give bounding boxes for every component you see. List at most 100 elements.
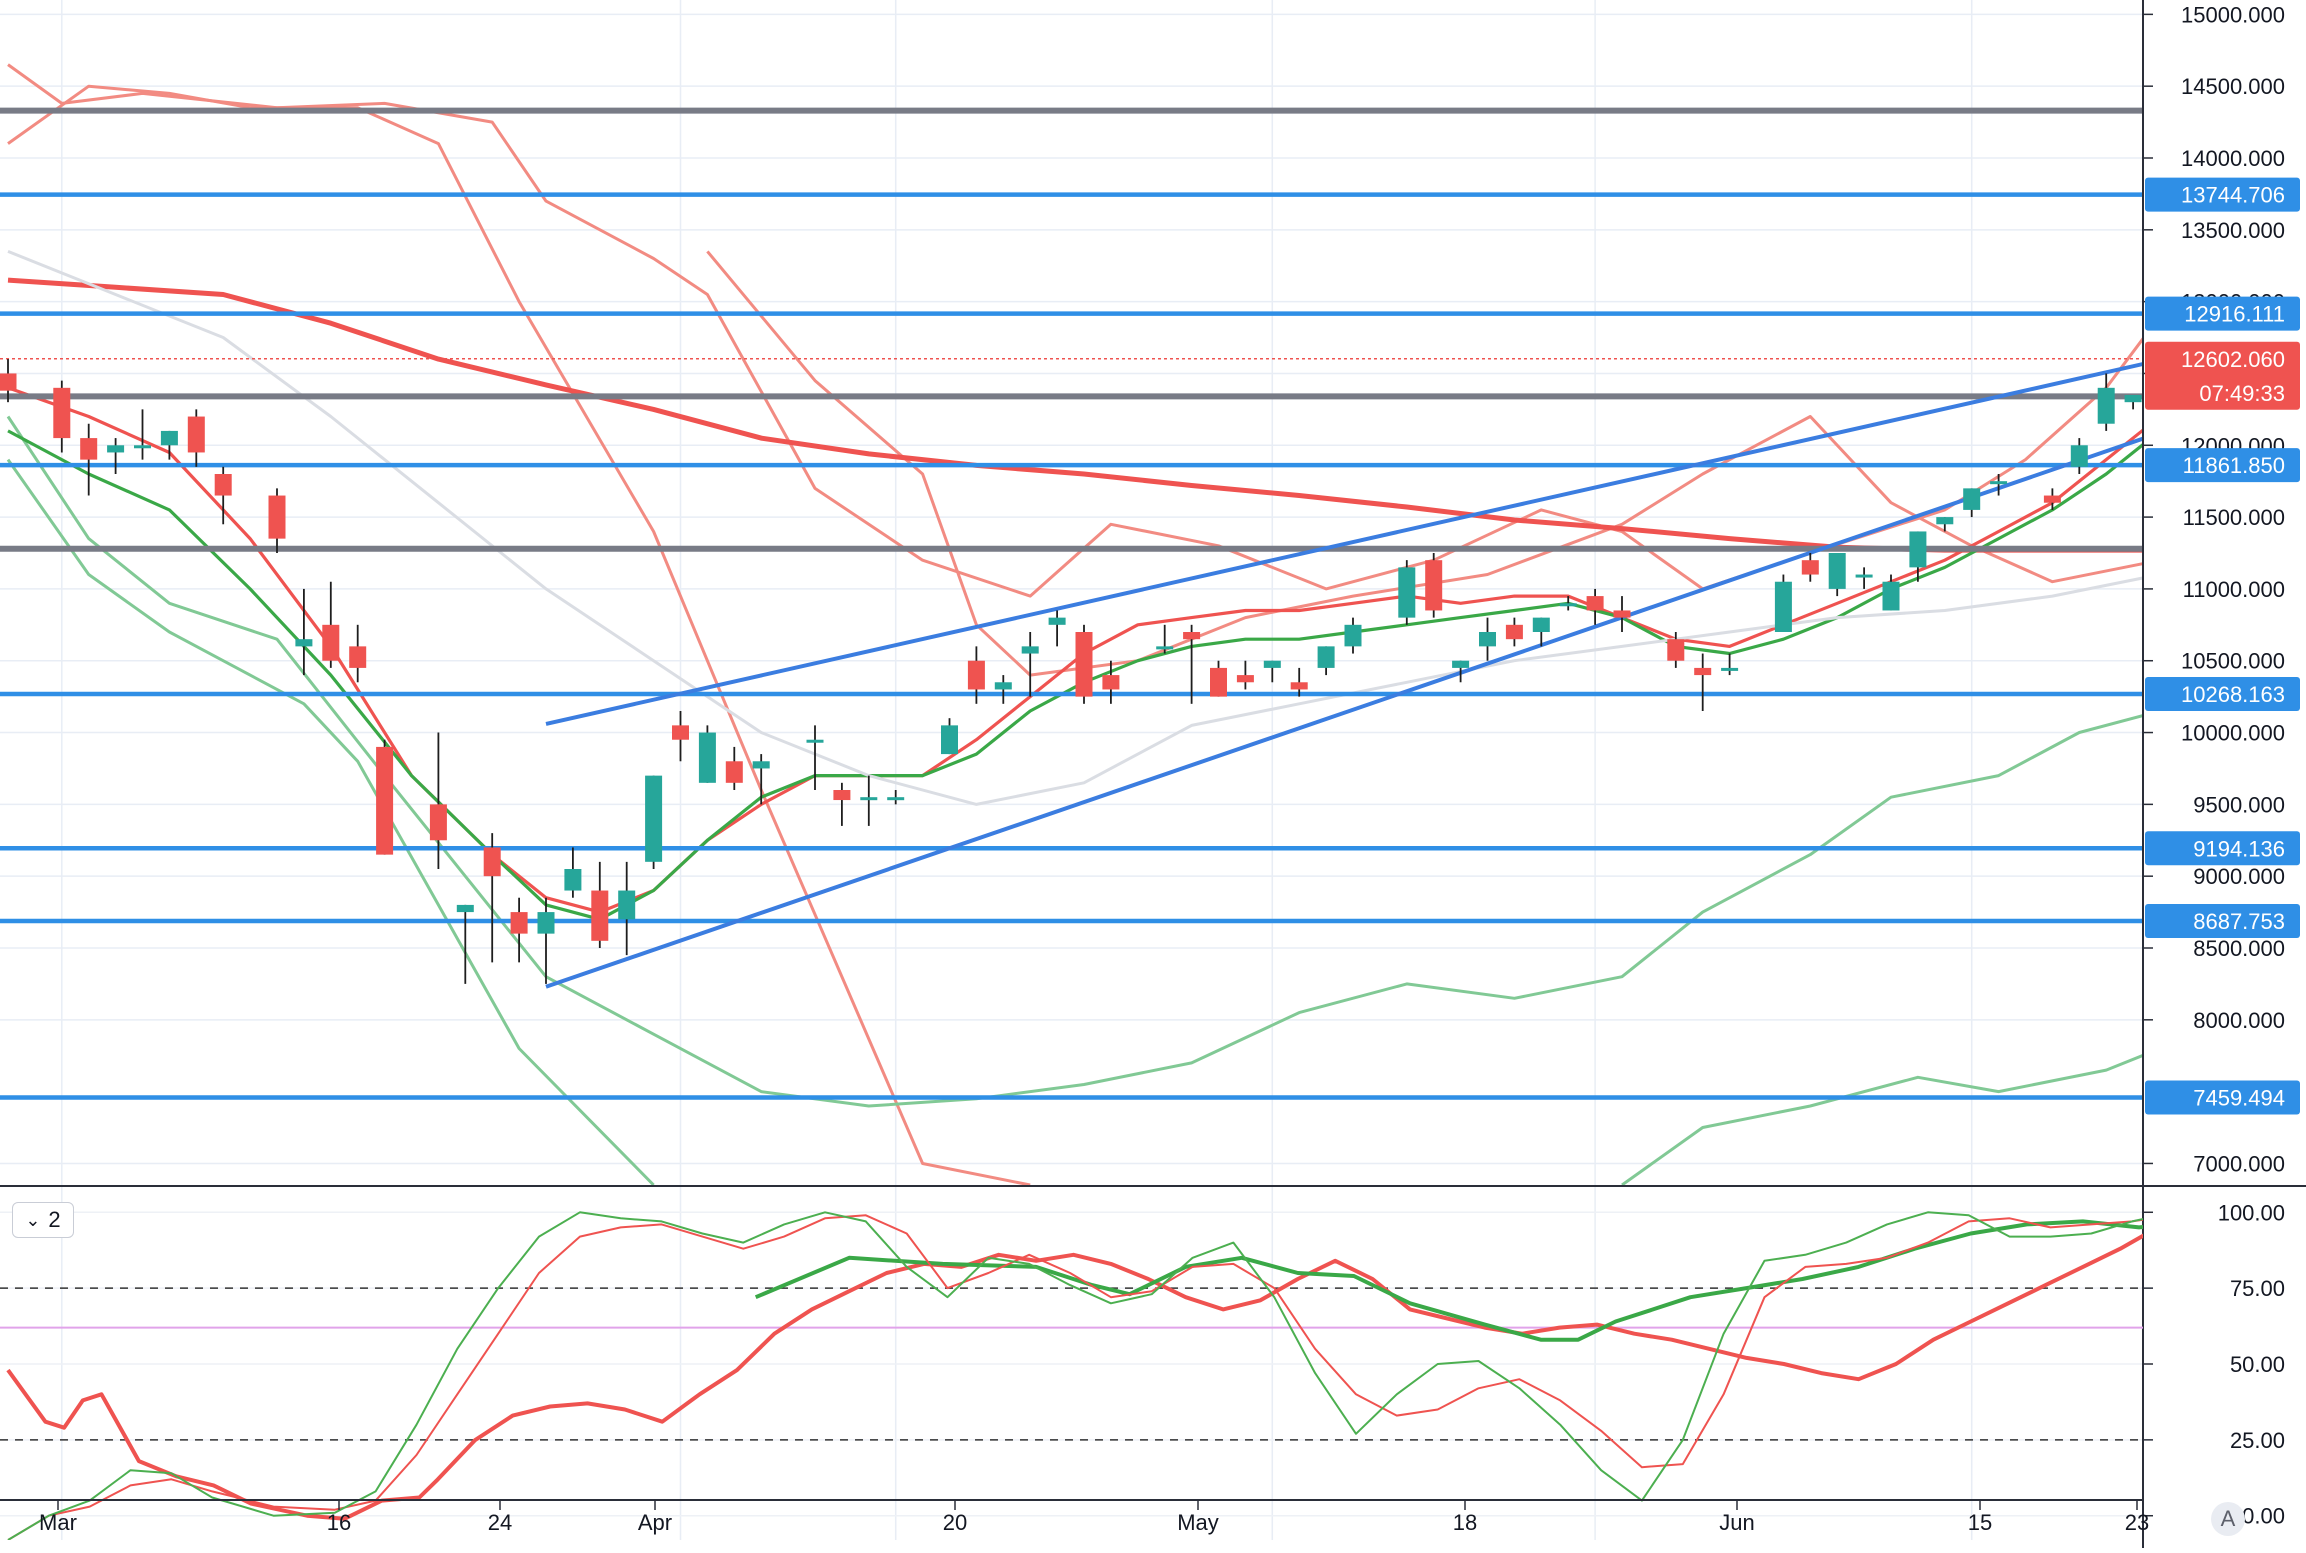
candle-up [1021,646,1039,654]
candle-down [0,373,17,391]
candle-up [860,797,878,801]
candle-down [268,495,286,539]
candle-up [806,739,824,743]
price-tick-label: 14500.000 [2181,74,2285,99]
candle-up [1532,617,1550,632]
candle-up [295,639,313,647]
candle-up [698,732,716,783]
candle-down [483,847,501,877]
candle-up [1909,531,1927,568]
auto-scale-button[interactable]: A [2211,1502,2245,1536]
candle-up [2097,387,2115,424]
level-price-label: 13744.706 [2181,183,2285,208]
oscillator-line-fast-red [7,1214,2143,1540]
price-tick-label: 11000.000 [2183,577,2285,602]
candle-down [214,474,232,496]
candle-up [134,445,151,449]
channel-trendline [545,436,2143,989]
candle-up [941,725,958,755]
level-price-label: 10268.163 [2181,682,2285,707]
candle-up [2124,395,2142,403]
candle-up [1990,481,2008,485]
level-price-label: 8687.753 [2193,909,2285,934]
candle-down [1102,675,1120,690]
price-tick-label: 13500.000 [2181,218,2285,243]
osc-tick-label: 25.00 [2230,1428,2285,1453]
indicator-line-lower-band-green2 [1621,1053,2143,1185]
candles [0,359,2142,984]
price-tick-label: 7000.000 [2193,1151,2285,1176]
price-tick-label: 8000.000 [2193,1008,2285,1033]
candle-down [429,804,447,841]
level-price-label: 12916.111 [2184,302,2285,327]
candle-up [456,904,474,913]
candle-up [564,869,582,891]
candle-up [1479,632,1496,647]
indicator-line-lower-band-green [6,458,655,1185]
candle-down [376,746,394,855]
candle-down [833,790,851,801]
candle-up [1263,660,1281,668]
level-price-badge [2145,296,2300,331]
candle-down [510,912,528,934]
osc-tick-label: 50.00 [2230,1352,2285,1377]
channel-trendline [545,361,2143,726]
candle-down [53,387,71,439]
candle-down [187,416,205,453]
oscillator-line-fast-green [7,1211,2143,1540]
candle-up [1882,581,1900,611]
price-tick-label: 8500.000 [2193,936,2285,961]
price-tick-label: 11500.000 [2183,505,2285,530]
candle-up [1156,646,1174,650]
candle-up [618,890,636,920]
price-tick-label: 9500.000 [2193,792,2285,817]
time-tick-label: Jun [1719,1510,1754,1535]
level-price-badge [2145,1080,2300,1115]
candle-down [725,761,743,783]
candle-down [1667,639,1685,661]
indicator-line-red-ma-fast [7,386,2143,914]
candle-down [80,438,98,460]
price-pane: R1PS1R1PS1 [0,63,2143,1185]
candle-up [2070,445,2088,467]
time-tick-label: 23 [2125,1510,2149,1535]
time-tick-label: 24 [488,1510,512,1535]
price-scale-bg [2143,0,2306,1548]
time-tick-label: 15 [1968,1510,1992,1535]
level-price-label: 11861.850 [2183,453,2285,478]
current-price-label: 12602.060 [2181,347,2285,372]
price-tick-label: 15000.000 [2181,2,2285,27]
candle-up [537,912,555,934]
candle-up [1774,581,1792,632]
time-tick-label: 18 [1453,1510,1477,1535]
candle-up [1936,517,1954,525]
chevron-down-icon: ⌄ [25,1210,41,1230]
candle-up [1828,553,1846,589]
candle-down [1183,632,1201,640]
oscillator-badge: 2 [48,1207,61,1232]
candle-down [322,624,340,661]
current-price-badge [2145,341,2300,410]
oscillator-collapse-button[interactable]: ⌄ 2 [12,1202,74,1238]
candle-down [1075,632,1093,697]
candle-up [645,775,663,862]
price-tick-label: 14000.000 [2181,146,2285,171]
level-price-badge [2145,677,2300,712]
candle-up [994,682,1012,690]
candle-down [967,660,985,690]
candle-countdown-label: 07:49:33 [2199,381,2285,406]
osc-tick-label: 75.00 [2230,1276,2285,1301]
candle-down [1210,667,1227,697]
time-tick-label: Apr [638,1510,672,1535]
candle-up [107,445,125,453]
price-tick-label: 10000.000 [2181,721,2285,746]
oscillator-line-slow-red [6,1233,2143,1521]
candle-down [2043,495,2061,503]
indicator-line-red-ma-long [7,277,2143,553]
candle-up [1559,603,1577,607]
level-price-badge [2145,904,2300,939]
candle-up [1721,667,1739,671]
level-price-badge [2145,831,2300,866]
